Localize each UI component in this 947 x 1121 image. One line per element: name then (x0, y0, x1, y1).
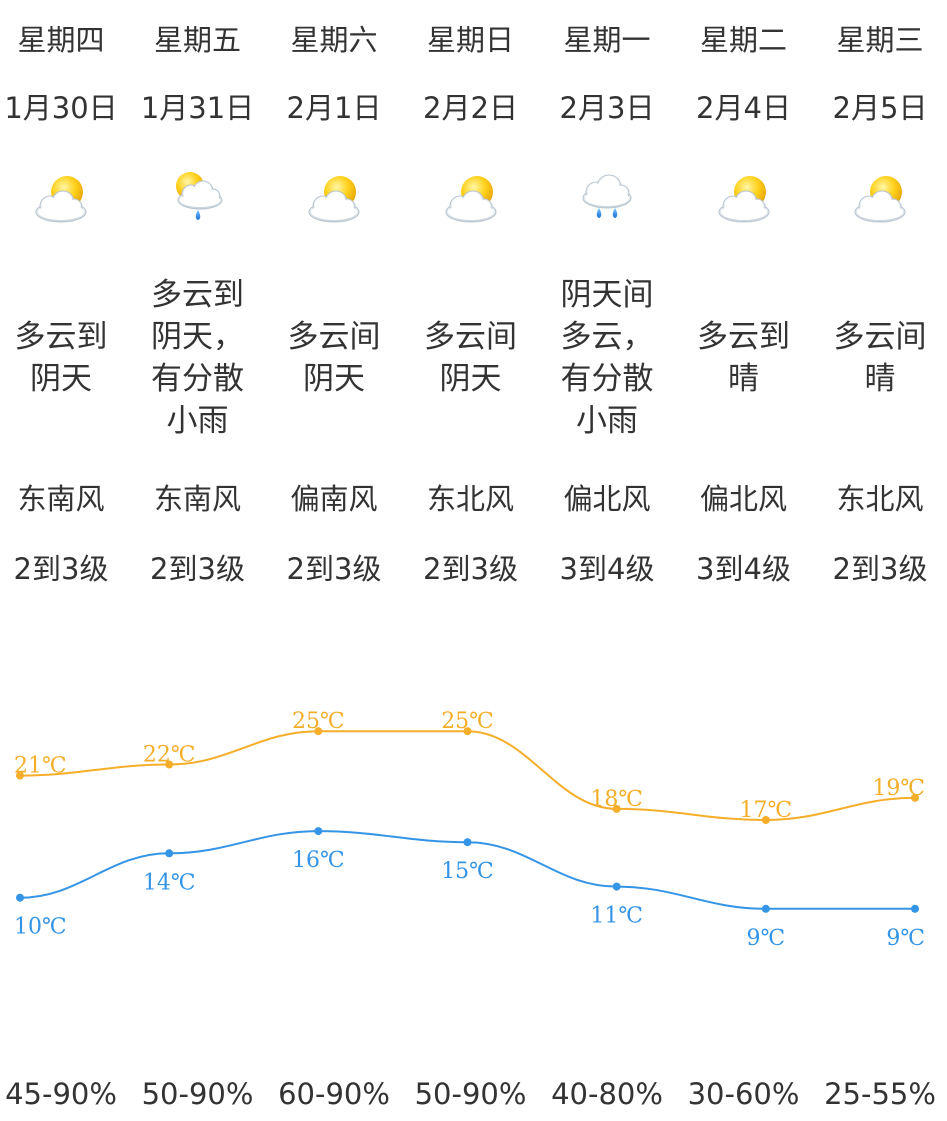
day-weekday: 星期三 (836, 23, 924, 57)
day-wind-level: 2到3级 (423, 552, 518, 586)
day-weekday: 星期日 (426, 23, 514, 57)
day-condition: 多云间阴天 (403, 238, 539, 478)
day-wind-direction: 偏北风 (699, 482, 787, 516)
day-humidity: 50-90% (414, 1077, 527, 1111)
day-condition: 多云间晴 (812, 238, 947, 478)
day-date: 2月2日 (423, 91, 518, 125)
forecast-day-column: 星期日 2月2日多云间阴天东北风 2到3级 50-90% (403, 0, 539, 1121)
partly-cloudy-sun-icon (850, 168, 910, 228)
day-wind-level: 3到4级 (559, 552, 655, 586)
day-date: 2月3日 (559, 91, 655, 125)
forecast-day-column: 星期四 1月30日多云到阴天东南风 2到3级 45-90% (0, 0, 129, 1121)
day-weekday: 星期四 (17, 23, 105, 57)
day-condition-text: 多云间阴天 (424, 319, 517, 397)
partly-cloudy-sun-icon (31, 168, 91, 228)
day-condition: 阴天间多云，有分散小雨 (539, 238, 675, 478)
day-weekday: 星期五 (153, 23, 241, 57)
day-wind-level: 2到3级 (150, 552, 245, 586)
day-date: 1月31日 (140, 91, 255, 125)
day-condition-text: 多云到阴天 (14, 319, 108, 397)
day-wind-direction: 东北风 (426, 482, 514, 516)
day-condition-text: 多云到阴天，有分散小雨 (151, 277, 244, 439)
day-condition-text: 多云到晴 (697, 319, 790, 397)
partly-cloudy-sun-icon (714, 168, 774, 228)
forecast-day-column: 星期六 2月1日多云间阴天偏南风 2到3级 60-90% (266, 0, 402, 1121)
day-date: 1月30日 (4, 91, 118, 125)
day-condition-text: 多云间晴 (833, 319, 927, 397)
day-humidity: 45-90% (5, 1077, 117, 1111)
forecast-day-column: 星期三 2月5日多云间晴东北风 2到3级 25-55% (812, 0, 947, 1121)
partly-cloudy-sun-icon (441, 168, 501, 228)
day-weekday: 星期一 (563, 23, 651, 57)
day-humidity: 60-90% (278, 1077, 390, 1111)
day-condition-text: 阴天间多云，有分散小雨 (560, 277, 654, 439)
day-condition: 多云到阴天，有分散小雨 (130, 238, 266, 478)
forecast-day-column: 星期五 1月31日多云到阴天，有分散小雨东南风 2到3级 50-90% (130, 0, 266, 1121)
day-wind-direction: 偏南风 (290, 482, 378, 516)
day-condition-text: 多云间阴天 (287, 319, 381, 397)
day-humidity: 25-55% (824, 1077, 936, 1111)
day-date: 2月5日 (832, 91, 928, 125)
cloud-rain-icon (577, 168, 637, 228)
sun-cloud-rain-icon (168, 168, 228, 228)
day-wind-direction: 偏北风 (563, 482, 651, 516)
day-date: 2月1日 (286, 91, 382, 125)
day-humidity: 50-90% (141, 1077, 254, 1111)
day-wind-level: 3到4级 (696, 552, 791, 586)
day-condition: 多云到阴天 (0, 238, 129, 478)
day-weekday: 星期六 (290, 23, 378, 57)
forecast-day-column: 星期二 2月4日多云到晴偏北风 3到4级 30-60% (676, 0, 812, 1121)
forecast-day-column: 星期一 2月3日阴天间多云，有分散小雨偏北风 3到4级 40-80% (539, 0, 675, 1121)
day-date: 2月4日 (696, 91, 791, 125)
day-wind-level: 2到3级 (13, 552, 109, 586)
day-humidity: 30-60% (687, 1077, 800, 1111)
day-weekday: 星期二 (699, 23, 787, 57)
day-wind-direction: 东北风 (836, 482, 924, 516)
day-humidity: 40-80% (551, 1077, 663, 1111)
day-wind-level: 2到3级 (832, 552, 928, 586)
day-condition: 多云间阴天 (266, 238, 402, 478)
day-wind-direction: 东南风 (153, 482, 241, 516)
partly-cloudy-sun-icon (304, 168, 364, 228)
day-wind-direction: 东南风 (17, 482, 105, 516)
day-wind-level: 2到3级 (286, 552, 382, 586)
day-condition: 多云到晴 (676, 238, 812, 478)
